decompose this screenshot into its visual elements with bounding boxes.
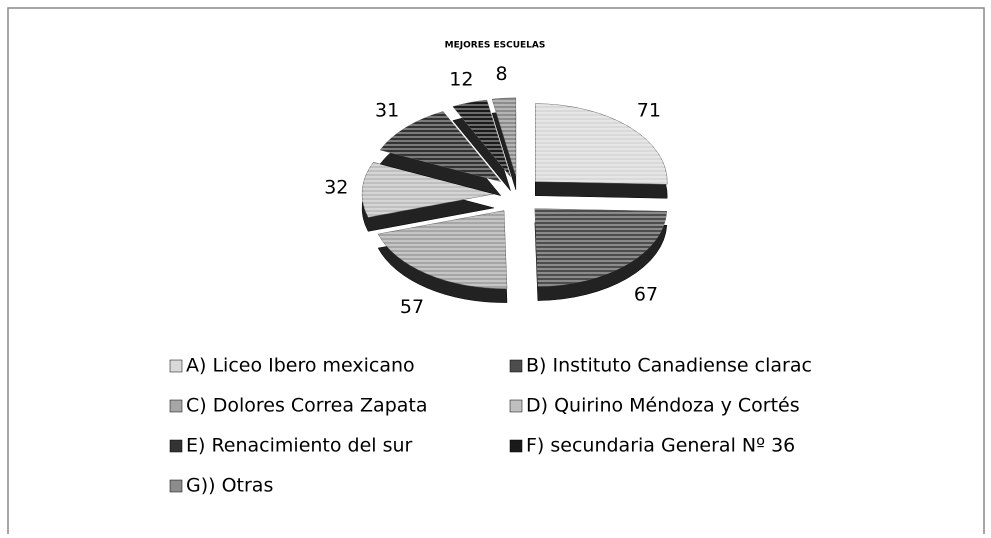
- legend-swatch: [509, 439, 523, 453]
- slice-texture: [534, 208, 667, 287]
- slice-texture: [535, 103, 668, 185]
- slice: [534, 208, 668, 301]
- legend-swatch: [509, 399, 523, 413]
- slice-texture: [380, 111, 501, 182]
- slice-texture: [362, 162, 495, 218]
- slice-texture: [452, 100, 511, 177]
- chart-title: MEJORES ESCUELAS: [445, 41, 546, 51]
- value-label: 57: [400, 296, 424, 318]
- value-label: 71: [637, 99, 661, 121]
- value-label: 12: [449, 68, 473, 90]
- legend-label: F) secundaria General Nº 36: [526, 435, 795, 457]
- legend-swatch: [169, 359, 183, 373]
- legend-swatch: [509, 359, 523, 373]
- value-label: 31: [375, 99, 399, 121]
- legend-label: G)) Otras: [186, 475, 273, 497]
- slice: [361, 161, 495, 232]
- value-label: 32: [324, 177, 348, 199]
- slice: [535, 103, 668, 199]
- slice-texture: [378, 210, 508, 289]
- value-label: 8: [496, 63, 508, 85]
- slice-texture: [492, 97, 516, 176]
- legend-swatch: [169, 399, 183, 413]
- slice: [452, 99, 511, 191]
- value-label: 67: [634, 284, 658, 306]
- legend-label: E) Renacimiento del sur: [186, 435, 413, 457]
- legend-swatch: [169, 479, 183, 493]
- legend-label: D) Quirino Méndoza y Cortés: [526, 395, 800, 417]
- legend-label: C) Dolores Correa Zapata: [186, 395, 428, 417]
- frame: [7, 7, 985, 534]
- slice: [377, 210, 508, 303]
- slice: [379, 111, 502, 197]
- legend-label: A) Liceo Ibero mexicano: [186, 355, 415, 377]
- legend-label: B) Instituto Canadiense clarac: [526, 355, 812, 377]
- legend-swatch: [169, 439, 183, 453]
- slice: [491, 97, 517, 190]
